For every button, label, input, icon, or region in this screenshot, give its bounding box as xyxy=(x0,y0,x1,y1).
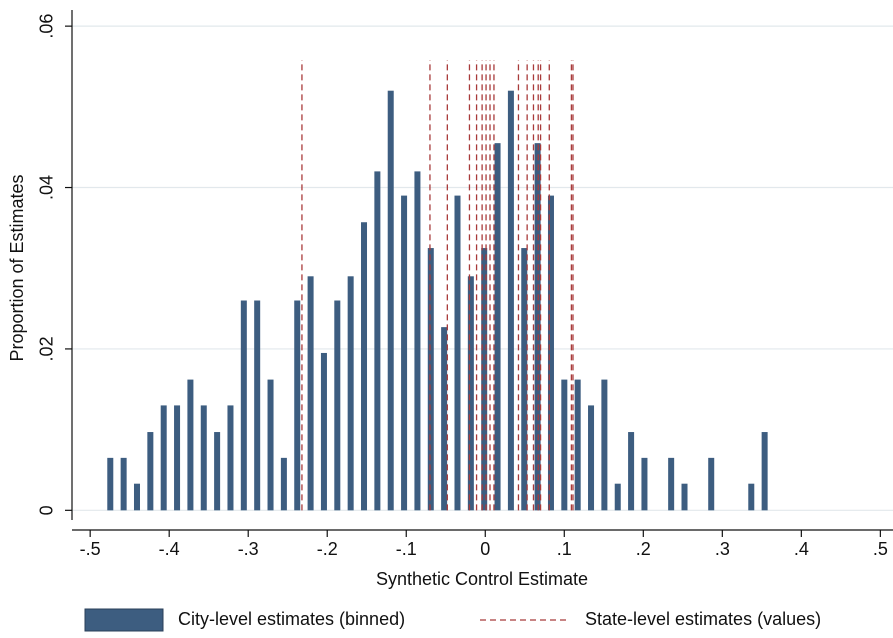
bar xyxy=(601,379,608,511)
bar xyxy=(187,379,194,511)
x-tick-label: .2 xyxy=(636,539,651,559)
bar xyxy=(120,457,127,511)
bar xyxy=(441,327,448,511)
x-tick-label: -.2 xyxy=(317,539,338,559)
x-tick-label: -.3 xyxy=(238,539,259,559)
bar xyxy=(641,457,648,511)
y-tick-label: .04 xyxy=(37,175,57,200)
x-tick-label: -.5 xyxy=(80,539,101,559)
bar xyxy=(240,300,247,511)
x-tick-label: -.4 xyxy=(159,539,180,559)
x-tick-label: .4 xyxy=(794,539,809,559)
bar xyxy=(521,248,528,511)
legend-label: State-level estimates (values) xyxy=(585,609,821,629)
bar xyxy=(574,379,581,511)
bar xyxy=(427,248,434,511)
bar xyxy=(254,300,261,511)
bar xyxy=(361,222,368,511)
bar xyxy=(334,300,341,511)
bar xyxy=(280,457,287,511)
bar xyxy=(614,483,621,511)
bar xyxy=(588,405,595,511)
bar xyxy=(307,276,314,511)
bar xyxy=(561,379,568,511)
bar xyxy=(401,195,408,511)
bar xyxy=(227,405,234,511)
y-tick-label: .02 xyxy=(37,336,57,361)
bar xyxy=(347,276,354,511)
bar xyxy=(454,195,461,511)
y-axis-title: Proportion of Estimates xyxy=(7,174,27,361)
bar xyxy=(761,432,768,511)
x-tick-label: .5 xyxy=(873,539,888,559)
x-tick-label: .3 xyxy=(715,539,730,559)
bar xyxy=(214,432,221,511)
x-axis-title: Synthetic Control Estimate xyxy=(376,569,588,589)
bar xyxy=(547,195,554,511)
bar xyxy=(200,405,207,511)
bar xyxy=(494,143,501,511)
legend-swatch xyxy=(84,608,164,632)
bar xyxy=(320,352,327,511)
bar xyxy=(414,171,421,511)
x-tick-label: .1 xyxy=(557,539,572,559)
bar xyxy=(628,432,635,511)
bar xyxy=(507,90,514,511)
bar xyxy=(374,171,381,511)
y-tick-label: 0 xyxy=(37,505,57,515)
bar xyxy=(294,300,301,511)
x-tick-label: 0 xyxy=(480,539,490,559)
bar xyxy=(748,483,755,511)
bar xyxy=(147,432,154,511)
bar xyxy=(668,457,675,511)
bar xyxy=(133,483,140,511)
bar xyxy=(467,276,474,511)
legend-label: City-level estimates (binned) xyxy=(178,609,405,629)
y-tick-label: .06 xyxy=(37,14,57,39)
bar xyxy=(387,90,394,511)
bar xyxy=(267,379,274,511)
bar xyxy=(160,405,167,511)
x-tick-label: -.1 xyxy=(396,539,417,559)
bar xyxy=(681,483,688,511)
bar xyxy=(107,457,114,511)
bar xyxy=(708,457,715,511)
bar xyxy=(481,248,488,511)
bar xyxy=(174,405,181,511)
